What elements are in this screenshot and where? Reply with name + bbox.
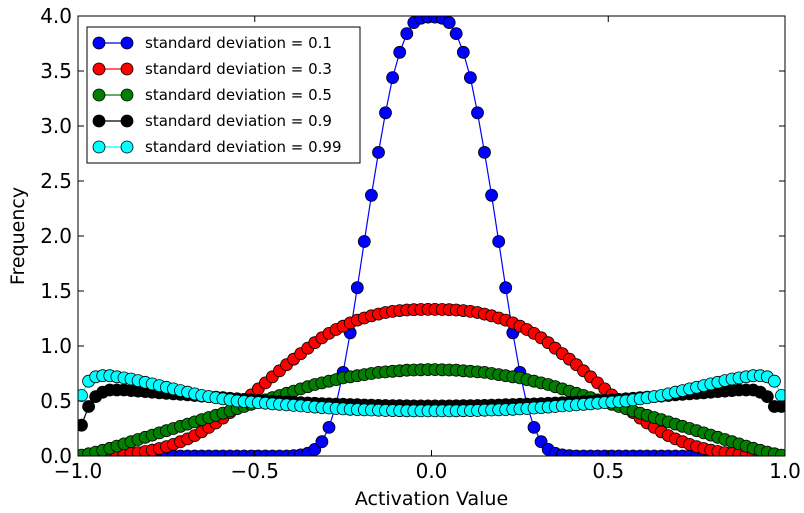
y-axis-label: Frequency — [7, 187, 29, 285]
legend-marker — [92, 114, 106, 128]
data-point — [775, 448, 785, 456]
data-point — [463, 71, 477, 84]
y-tick-label: 1.0 — [40, 334, 72, 358]
data-point — [478, 145, 491, 159]
data-point — [364, 188, 378, 202]
y-tick-label: 3.0 — [40, 114, 72, 138]
data-point — [386, 71, 400, 84]
data-point — [82, 400, 95, 413]
data-point — [442, 16, 456, 30]
y-tick-label: 0.0 — [40, 444, 72, 468]
data-point — [372, 145, 385, 159]
x-tick-label: 0.0 — [416, 459, 448, 483]
data-point — [393, 45, 407, 59]
legend-marker — [92, 36, 106, 50]
legend-label: standard deviation = 0.9 — [145, 112, 332, 130]
legend: standard deviation = 0.1 standard deviati… — [86, 26, 361, 164]
data-point — [78, 418, 88, 432]
y-tick-label: 3.5 — [40, 59, 72, 83]
series-5 — [78, 369, 785, 418]
data-point — [78, 389, 88, 402]
series-2 — [78, 302, 785, 456]
legend-marker — [120, 36, 134, 50]
y-tick-label: 2.0 — [40, 224, 72, 248]
y-tick-label: 4.0 — [40, 4, 72, 28]
legend-item: standard deviation = 0.5 — [92, 86, 332, 104]
data-point — [760, 390, 774, 404]
legend-label: standard deviation = 0.1 — [145, 34, 332, 52]
legend-marker — [120, 114, 134, 128]
data-point — [485, 188, 499, 202]
y-tick-label: 0.5 — [40, 389, 72, 413]
legend-marker — [92, 88, 106, 102]
legend-marker — [92, 140, 106, 154]
ticks-layer: −1.0 −0.5 0.0 0.5 1.0 0.0 0.5 1.0 1.5 2.0 2.5 3.0 3.… — [40, 4, 801, 483]
legend-label: standard deviation = 0.3 — [145, 60, 332, 78]
legend-marker — [120, 62, 134, 76]
legend-label: standard deviation = 0.99 — [145, 138, 342, 156]
x-tick-label: −0.5 — [230, 459, 279, 483]
data-point — [400, 27, 414, 40]
data-point — [471, 106, 484, 120]
legend-label: standard deviation = 0.5 — [145, 86, 332, 104]
x-tick-label: −1.0 — [54, 459, 103, 483]
data-point — [379, 106, 392, 120]
y-tick-label: 1.5 — [40, 279, 72, 303]
data-point — [492, 235, 506, 248]
data-point — [768, 374, 781, 388]
data-point — [449, 27, 463, 40]
data-point — [775, 389, 785, 402]
series-layer — [78, 16, 785, 456]
data-point — [527, 420, 541, 434]
legend-marker — [120, 88, 134, 102]
data-point — [350, 281, 364, 295]
y-tick-label: 2.5 — [40, 169, 72, 193]
x-axis-label: Activation Value — [355, 488, 508, 510]
data-point — [315, 435, 329, 449]
data-point — [322, 420, 336, 434]
legend-item: standard deviation = 0.99 — [92, 138, 342, 156]
x-tick-label: 0.5 — [592, 459, 624, 483]
legend-item: standard deviation = 0.1 — [92, 34, 332, 52]
legend-item: standard deviation = 0.9 — [92, 112, 332, 130]
data-point — [775, 400, 785, 413]
x-tick-label: 1.0 — [769, 459, 801, 483]
legend-marker — [120, 140, 134, 154]
data-point — [456, 45, 470, 59]
legend-item: standard deviation = 0.3 — [92, 60, 332, 78]
data-point — [357, 235, 371, 248]
data-point — [499, 281, 513, 295]
legend-marker — [92, 62, 106, 76]
